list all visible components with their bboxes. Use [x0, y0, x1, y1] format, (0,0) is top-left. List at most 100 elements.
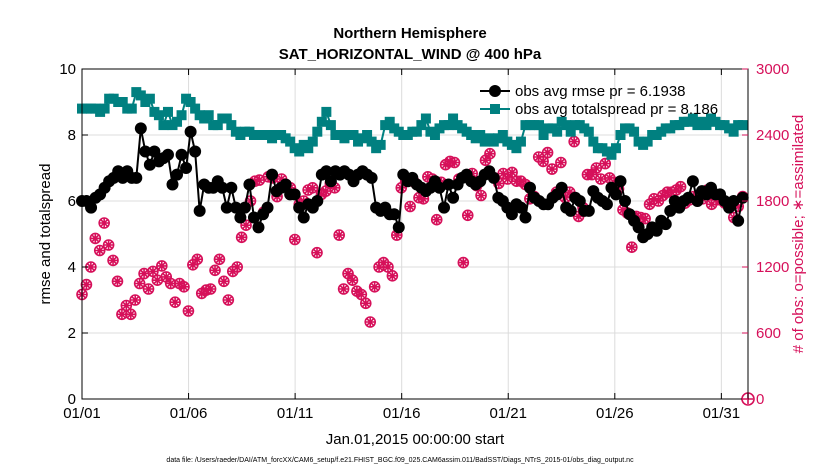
chart-title-line1: Northern Hemisphere — [333, 25, 486, 42]
y-right-tick-label: 1200 — [756, 259, 789, 276]
obs-assimilated-marker — [498, 168, 509, 179]
totalspread-marker — [348, 130, 359, 140]
obs-assimilated-marker — [236, 232, 247, 243]
totalspread-marker — [226, 120, 237, 131]
y-left-tick-label: 10 — [59, 61, 76, 78]
x-tick-label: 01/01 — [63, 405, 101, 422]
obs-assimilated-marker — [205, 284, 216, 294]
obs-assimilated-marker — [480, 155, 491, 166]
plot-frame — [81, 68, 749, 400]
rmse-marker — [171, 168, 184, 181]
obs-assimilated-marker — [183, 306, 194, 316]
rmse-marker — [519, 211, 532, 224]
rmse-marker — [180, 162, 193, 174]
obs-assimilated-marker — [591, 163, 602, 173]
totalspread-marker — [176, 110, 187, 121]
rmse-marker — [732, 214, 745, 227]
obs-assimilated-marker — [338, 284, 349, 294]
obs-assimilated-marker — [604, 172, 615, 183]
obs-assimilated-marker — [307, 182, 318, 193]
rmse-marker — [573, 195, 586, 207]
totalspread-marker — [420, 113, 431, 124]
obs-assimilated-marker — [369, 281, 380, 292]
rmse-marker — [442, 178, 455, 191]
obs-assimilated-marker — [542, 147, 553, 158]
totalspread-marker — [737, 120, 748, 131]
legend-rmse-label: obs avg rmse pr = 6.1938 — [515, 83, 686, 100]
totalspread-marker — [312, 126, 323, 137]
x-tick-label: 01/06 — [170, 405, 208, 422]
totalspread-marker — [126, 103, 137, 114]
totalspread-marker — [221, 113, 232, 124]
obs-assimilated-marker — [733, 201, 744, 212]
rmse-marker — [85, 201, 98, 214]
obs-assimilated-marker — [116, 309, 127, 320]
totalspread-marker — [307, 136, 318, 147]
obs-assimilated-marker — [165, 278, 176, 289]
obs-assimilated-marker — [555, 157, 566, 168]
totalspread-marker — [561, 120, 572, 131]
rmse-marker — [447, 191, 460, 204]
obs-assimilated-marker — [507, 167, 518, 178]
totalspread-marker — [362, 130, 373, 140]
y-axis-right: 0 600 1200 1800 2400 3000 — [742, 61, 789, 408]
rmse-marker — [600, 198, 613, 211]
totalspread-marker — [144, 93, 155, 104]
obs-assimilated-marker — [320, 186, 331, 197]
rmse-series — [76, 122, 749, 244]
rmse-marker — [614, 175, 627, 188]
totalspread-marker — [583, 126, 594, 137]
y-left-tick-label: 4 — [68, 259, 76, 276]
obs-assimilated-marker — [347, 275, 358, 286]
y-right-tick-label: 1800 — [756, 193, 789, 210]
x-axis: 01/01 01/06 01/11 01/16 01/21 01/26 01/31 — [63, 69, 740, 422]
obs-assimilated-marker — [378, 257, 389, 268]
rmse-marker — [261, 201, 274, 214]
rmse-marker — [582, 204, 595, 217]
y-axis-left: 0 2 4 6 8 10 — [59, 61, 88, 408]
obs-assimilated-marker — [365, 317, 376, 327]
rmse-marker — [238, 201, 251, 214]
obs-assimilated-marker — [143, 284, 154, 294]
rmse-marker — [166, 178, 179, 191]
totalspread-marker — [153, 110, 164, 121]
y-left-tick-label: 6 — [68, 193, 76, 210]
obs-assimilated-marker — [241, 220, 252, 231]
legend-spread-label: obs avg totalspread pr = 8.186 — [515, 101, 718, 118]
totalspread-series — [77, 87, 748, 160]
totalspread-marker — [552, 126, 563, 137]
obs-assimilated-marker — [374, 262, 385, 272]
obs-assimilated-marker — [81, 279, 92, 290]
totalspread-marker — [411, 126, 422, 137]
obs-assimilated-marker — [121, 300, 132, 311]
obs-assimilated-marker — [94, 245, 105, 256]
totalspread-marker — [99, 103, 110, 114]
rmse-marker — [243, 178, 256, 191]
rmse-marker — [216, 181, 229, 194]
obs-assimilated-marker — [134, 278, 145, 289]
y-right-tick-label: 600 — [756, 325, 781, 342]
x-tick-label: 01/16 — [383, 405, 421, 422]
obs-assimilated-marker — [214, 254, 225, 265]
rmse-marker — [564, 204, 577, 217]
totalspread-marker — [475, 130, 486, 140]
totalspread-marker — [443, 120, 454, 131]
totalspread-marker — [511, 143, 522, 154]
rmse-marker — [184, 125, 197, 138]
obs-assimilated-marker — [458, 257, 469, 268]
rmse-marker — [609, 188, 622, 201]
obs-assimilated-marker — [108, 255, 119, 266]
rmse-marker — [134, 122, 147, 135]
obs-assimilated-marker — [653, 196, 664, 206]
rmse-marker — [143, 158, 156, 171]
rmse-marker — [288, 188, 301, 201]
totalspread-marker — [375, 139, 386, 150]
obs-assimilated-marker — [156, 260, 167, 271]
obs-assimilated-marker — [161, 271, 172, 282]
obs-assimilated-marker — [139, 268, 150, 279]
obs-assimilated-marker — [152, 275, 163, 286]
obs-assimilated-marker — [569, 136, 580, 147]
totalspread-marker — [615, 130, 626, 140]
rmse-marker — [320, 165, 333, 178]
totalspread-marker — [728, 126, 739, 137]
